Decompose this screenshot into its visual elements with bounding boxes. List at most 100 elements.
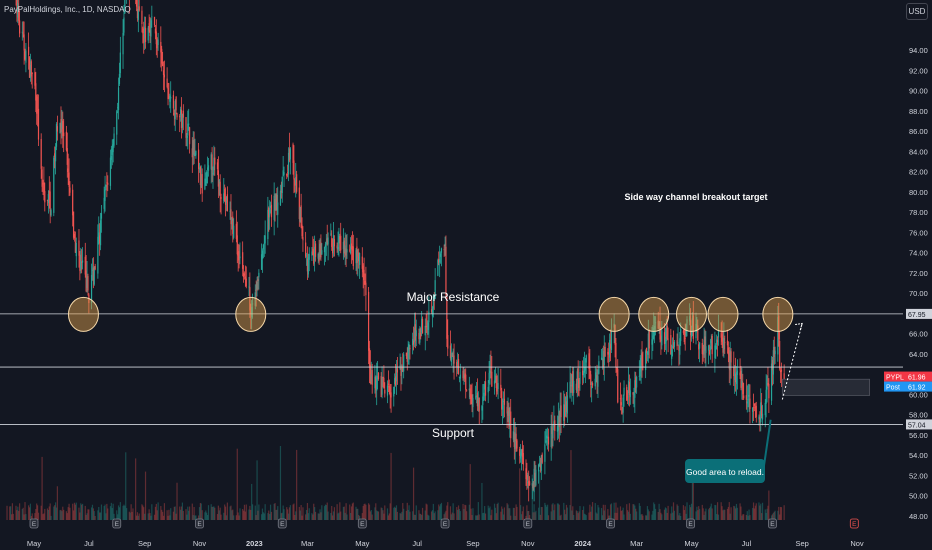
volume-bar — [69, 507, 71, 520]
volume-bar — [44, 508, 46, 520]
candle-body — [690, 320, 692, 336]
volume-bar — [254, 505, 256, 520]
candle-body — [711, 335, 713, 355]
candle-body — [279, 190, 282, 206]
candle — [709, 338, 711, 360]
volume-bar — [766, 508, 768, 520]
price-tag-symbol-bg — [884, 381, 906, 392]
volume-bar — [607, 509, 609, 520]
volume-bar — [161, 509, 163, 520]
candle — [358, 248, 360, 269]
candle-body — [538, 462, 541, 467]
candle-body — [30, 61, 32, 77]
candle-body — [546, 435, 548, 439]
candle-body — [166, 78, 168, 87]
x-tick-label: Sep — [466, 539, 479, 548]
volume-bar — [488, 508, 490, 520]
candle-body — [521, 448, 524, 457]
candle-body — [19, 20, 21, 34]
volume-bar — [365, 504, 367, 520]
candle — [305, 231, 307, 259]
candle — [302, 226, 304, 252]
support-label: Support — [432, 426, 475, 440]
volume-bar — [680, 515, 682, 520]
candle-body — [149, 30, 151, 36]
volume-bar — [50, 515, 52, 520]
price-tag-value: 61.92 — [908, 385, 926, 392]
breakout-target-arrow — [781, 323, 803, 400]
candle — [180, 97, 183, 139]
candle-body — [491, 371, 493, 387]
volume-bar — [80, 503, 82, 520]
candle — [162, 51, 164, 67]
candle — [350, 235, 353, 264]
candle-body — [219, 181, 221, 197]
candle — [617, 359, 619, 404]
price-tag-symbol: PYPL — [886, 375, 904, 382]
volume-bar — [282, 505, 284, 520]
candle-body — [357, 256, 359, 262]
volume-bar — [456, 507, 458, 520]
candle — [176, 112, 178, 120]
volume-bar — [370, 509, 372, 520]
x-tick-label: Nov — [850, 539, 864, 548]
candle-body — [192, 140, 194, 156]
candle — [590, 370, 592, 398]
candle — [425, 313, 427, 334]
candle — [308, 247, 310, 272]
volume-bar — [61, 511, 63, 520]
candle-body — [488, 372, 490, 383]
volume-bar — [510, 515, 512, 520]
candle-body — [609, 343, 612, 349]
candle — [182, 104, 184, 131]
candle — [528, 476, 531, 486]
candle-body — [174, 100, 176, 120]
candle-body — [419, 328, 421, 343]
candle — [445, 235, 447, 297]
candle — [471, 383, 473, 413]
candle-body — [144, 28, 147, 42]
candle-body — [720, 332, 722, 338]
candle — [638, 360, 640, 381]
candle-body — [256, 281, 258, 290]
candle-body — [705, 346, 707, 353]
candle-body — [42, 182, 44, 185]
candle — [472, 394, 474, 418]
candle-body — [238, 251, 240, 261]
candle-body — [437, 260, 439, 276]
candle-body — [684, 337, 686, 339]
candle-body — [49, 191, 51, 212]
candle-body — [312, 248, 314, 255]
candle — [739, 358, 741, 379]
candle — [508, 402, 510, 430]
candle-body — [438, 258, 440, 263]
volume-bar — [489, 506, 491, 520]
candle — [464, 369, 466, 382]
candle — [269, 201, 272, 214]
candle-body — [484, 381, 487, 396]
candle — [702, 344, 704, 362]
candle — [647, 319, 649, 363]
candle-body — [734, 373, 737, 383]
volume-bar — [166, 510, 168, 520]
candle-body — [273, 195, 275, 220]
candle-body — [105, 185, 107, 187]
candle-body — [777, 317, 779, 355]
candle — [187, 110, 189, 150]
candle — [533, 460, 535, 502]
volume-bar — [773, 511, 775, 520]
candle-body — [765, 389, 767, 404]
candle-body — [405, 352, 407, 356]
price-tag-bg — [906, 371, 932, 382]
candle-body — [746, 401, 748, 404]
currency-button[interactable]: USD — [906, 3, 928, 20]
volume-bar — [332, 515, 334, 520]
candle-body — [384, 389, 386, 394]
candle-body — [573, 380, 575, 393]
candle-body — [150, 20, 152, 37]
candle — [679, 331, 681, 365]
volume-bar — [54, 502, 57, 520]
candle — [357, 249, 359, 277]
volume-bar — [589, 504, 591, 520]
